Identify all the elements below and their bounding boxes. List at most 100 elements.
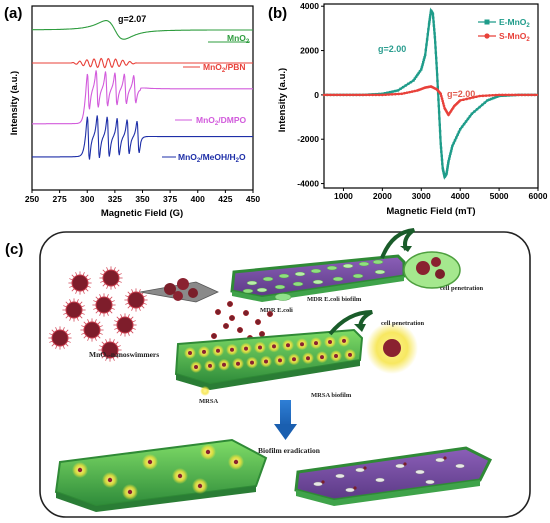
delivery-vehicle	[139, 278, 219, 303]
mrsa-particle	[292, 357, 296, 362]
bottom-purple-particle	[403, 462, 407, 466]
series-marker-e-mno2	[457, 130, 461, 134]
series-marker-e-mno2	[434, 46, 437, 49]
cell-penetration-top-label: cell penetration	[440, 285, 484, 292]
series-marker-e-mno2	[388, 90, 392, 94]
series-marker-e-mno2	[434, 41, 437, 44]
bottom-particle	[177, 473, 183, 479]
series-marker-e-mno2	[490, 97, 493, 101]
bottom-green-slab	[54, 438, 268, 512]
bottom-particle	[233, 459, 239, 465]
series-marker-e-mno2	[492, 97, 495, 100]
bottom-ecoli	[355, 467, 365, 473]
series-marker-e-mno2	[446, 162, 450, 165]
series-marker-s-mno2	[338, 93, 342, 97]
series-marker-e-mno2	[435, 67, 439, 70]
nanoswimmer	[80, 318, 104, 342]
series-marker-s-mno2	[504, 93, 507, 97]
series-line-mno2dmpo	[32, 70, 253, 125]
mrsa-particle	[278, 358, 282, 363]
panel-b-series	[322, 7, 538, 180]
series-marker-s-mno2	[410, 90, 414, 93]
series-marker-s-mno2	[348, 93, 352, 97]
series-marker-s-mno2	[351, 93, 355, 97]
ecoli-cell	[256, 287, 268, 293]
curved-arrow-mid-icon	[328, 310, 373, 336]
mno2-label: MnO2	[227, 33, 250, 45]
mrsa-label: MRSA	[199, 398, 218, 405]
legend-e-marker	[484, 19, 490, 25]
dmpo-label: MnO2/DMPO	[196, 115, 246, 127]
bottom-particle	[127, 489, 133, 495]
series-marker-s-mno2	[442, 102, 445, 105]
nanoswimmer-core	[51, 329, 69, 347]
panel-a-x-axis-label: Magnetic Field (G)	[101, 208, 183, 219]
legend-e-text: E-MnO2	[499, 17, 530, 29]
bottom-ecoli	[335, 473, 345, 479]
series-marker-s-mno2	[497, 93, 501, 97]
pbn-label: MnO2/PBN	[203, 62, 246, 74]
ecoli-cell	[246, 280, 258, 286]
series-marker-e-mno2	[428, 18, 431, 21]
nanoswimmer	[68, 271, 92, 295]
panel-c-frame	[39, 231, 531, 518]
panel-b-chart: (b) Intensity (a.u.) 1000 2000 3000 4000 500…	[268, 1, 548, 217]
panel-b-y-axis-label: Intensity (a.u.)	[277, 68, 288, 132]
series-marker-s-mno2	[517, 93, 520, 97]
curved-arrow-top-icon	[380, 228, 416, 259]
series-marker-e-mno2	[423, 53, 427, 57]
series-marker-e-mno2	[446, 164, 450, 167]
series-marker-e-mno2	[453, 139, 457, 142]
panel-a-x-tick-label: 350	[135, 194, 149, 204]
series-marker-e-mno2	[433, 36, 437, 39]
series-marker-e-mno2	[495, 95, 499, 98]
mdr-ecoli-biofilm-label: MDR E.coli biofilm	[307, 296, 362, 303]
mrsa-particle	[202, 349, 206, 354]
nanoswimmer-core	[116, 316, 134, 334]
falling-particle	[254, 318, 262, 326]
mrsa-particle	[258, 345, 262, 350]
series-marker-e-mno2	[432, 20, 435, 23]
mrsa-particle	[272, 344, 276, 349]
ecoli-cell-penetration	[380, 228, 461, 289]
panel-b-x-tick-label: 4000	[451, 191, 470, 201]
bottom-particle	[107, 477, 113, 483]
series-marker-e-mno2	[401, 85, 405, 89]
series-marker-e-mno2	[433, 28, 436, 31]
series-marker-e-mno2	[473, 110, 476, 113]
series-marker-s-mno2	[408, 90, 411, 94]
series-marker-e-mno2	[486, 99, 489, 102]
falling-particle	[210, 332, 218, 340]
series-marker-s-mno2	[397, 92, 400, 96]
nanoswimmer-core	[127, 291, 145, 309]
ecoli-cell	[326, 265, 338, 271]
bottom-particle	[147, 459, 153, 465]
panel-a-label: (a)	[4, 5, 22, 22]
bottom-ecoli	[313, 481, 323, 487]
ecoli-cell	[278, 273, 290, 279]
series-marker-e-mno2	[441, 168, 445, 171]
mrsa-particle	[208, 363, 212, 368]
series-marker-e-mno2	[429, 13, 432, 17]
panel-a-x-tick-label: 375	[163, 194, 177, 204]
ecoli-cell	[372, 259, 384, 265]
ecoli-cell	[374, 269, 386, 275]
series-marker-e-mno2	[431, 12, 435, 16]
series-marker-s-mno2	[342, 93, 345, 97]
ecoli-cell	[358, 261, 370, 267]
series-marker-e-mno2	[448, 155, 452, 158]
series-marker-e-mno2	[426, 33, 429, 36]
nanoswimmer-core	[101, 341, 119, 359]
series-marker-e-mno2	[436, 92, 440, 95]
series-marker-e-mno2	[427, 22, 431, 26]
series-marker-s-mno2	[523, 93, 527, 97]
series-marker-s-mno2	[441, 99, 444, 103]
falling-particle	[242, 309, 250, 317]
series-marker-e-mno2	[452, 141, 455, 145]
series-marker-e-mno2	[437, 98, 440, 101]
series-marker-e-mno2	[445, 170, 449, 173]
series-marker-s-mno2	[394, 92, 397, 96]
series-marker-e-mno2	[437, 111, 441, 114]
bottom-purple-particle	[443, 456, 447, 460]
